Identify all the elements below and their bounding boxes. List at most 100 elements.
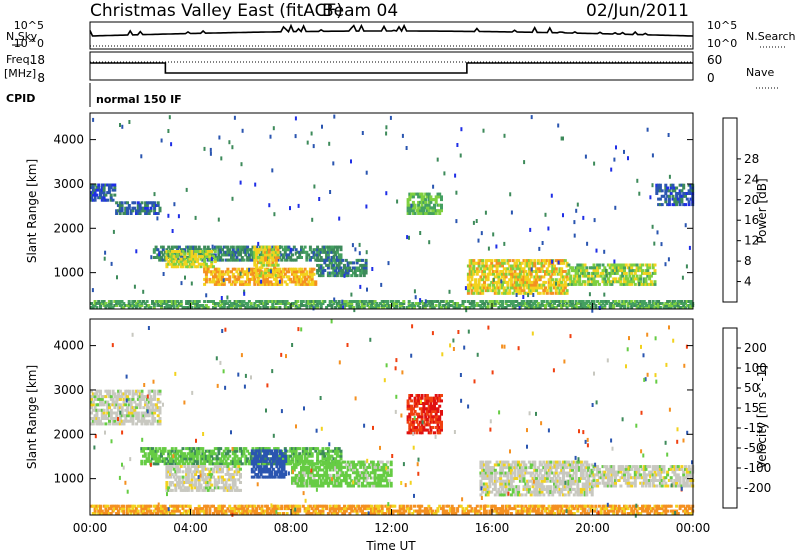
power-cell [169, 248, 172, 252]
velocity-cell [199, 457, 203, 461]
power-cell [501, 304, 504, 307]
power-cell [162, 272, 165, 276]
power-cell [542, 264, 546, 268]
power-cell [678, 192, 682, 195]
power-cell [497, 259, 501, 263]
power-cell [466, 306, 470, 309]
power-cell [613, 259, 616, 264]
power-cell [455, 219, 458, 224]
power-cell [592, 277, 596, 281]
power-cell [330, 250, 334, 254]
velocity-cell [174, 457, 178, 461]
power-cell [270, 269, 272, 274]
power-cell [483, 286, 486, 290]
power-cell [590, 274, 594, 278]
power-cell [420, 200, 424, 204]
velocity-cell [176, 462, 180, 466]
power-cell [427, 209, 431, 213]
power-cell [590, 271, 594, 275]
power-cell [513, 278, 517, 282]
velocity-cell [169, 481, 172, 484]
power-cell [544, 272, 547, 276]
velocity-cell [291, 481, 294, 485]
power-cell [91, 193, 95, 197]
power-cell [264, 253, 268, 257]
power-cell [185, 306, 189, 309]
velocity-cell [328, 463, 332, 467]
power-cell [425, 203, 429, 207]
power-cell [167, 250, 171, 253]
power-cell [294, 270, 298, 274]
power-cell [477, 291, 481, 295]
power-cell [527, 267, 531, 271]
power-cell [152, 304, 156, 307]
velocity-cell [199, 470, 203, 474]
velocity-cell [335, 479, 339, 483]
power-cell [253, 261, 257, 265]
power-cell [355, 261, 359, 265]
power-cell [648, 300, 652, 303]
velocity-cell [357, 484, 361, 488]
power-cell [547, 278, 551, 282]
power-cell [667, 203, 671, 207]
velocity-cell [224, 481, 228, 484]
velocity-cell [239, 462, 242, 466]
velocity-cell [142, 417, 146, 420]
power-cell [420, 300, 424, 303]
power-cell [433, 212, 436, 215]
velocity-cell [264, 452, 268, 456]
power-cell [450, 304, 454, 307]
power-cell [145, 204, 149, 207]
power-cell [133, 300, 137, 303]
power-cell [280, 270, 284, 274]
power-cell [269, 263, 273, 267]
velocity-cell [183, 488, 187, 492]
velocity-cell [192, 470, 196, 474]
velocity-cell [339, 484, 343, 488]
power-cell [518, 286, 522, 290]
power-cell [571, 269, 574, 273]
power-cell [246, 267, 250, 271]
power-cell [553, 306, 556, 309]
velocity-cell [179, 488, 183, 492]
power-cell [594, 306, 598, 309]
power-cell [502, 289, 506, 293]
power-cell [258, 245, 262, 249]
velocity-cell [375, 465, 379, 469]
velocity-cell [203, 452, 207, 456]
velocity-cell [292, 468, 296, 472]
power-cell [230, 245, 233, 249]
power-cell [678, 300, 682, 303]
velocity-cell [93, 406, 97, 410]
velocity-cell [308, 463, 312, 467]
velocity-cell [300, 460, 303, 464]
power-cell [538, 275, 542, 279]
power-cell [239, 275, 242, 279]
power-cell [312, 253, 316, 257]
velocity-cell [254, 467, 258, 471]
velocity-cell [287, 454, 291, 458]
velocity-cell [177, 449, 181, 453]
velocity-cell [142, 447, 145, 451]
velocity-cell [201, 465, 205, 468]
power-cell [624, 282, 628, 286]
power-cell [547, 270, 551, 273]
power-cell [527, 300, 531, 303]
power-cell [637, 304, 641, 307]
power-cell [596, 266, 600, 270]
velocity-cell [321, 460, 325, 464]
power-cell [339, 248, 343, 252]
power-cell [330, 266, 334, 270]
power-cell [538, 267, 542, 271]
velocity-cell [195, 452, 199, 456]
velocity-cell [204, 475, 208, 479]
power-cell [486, 286, 490, 290]
power-cell [217, 248, 221, 252]
velocity-cell [181, 483, 185, 487]
power-cell [212, 306, 215, 309]
power-cell [210, 272, 214, 276]
power-cell [515, 267, 519, 271]
power-cell [240, 270, 244, 274]
velocity-cell [224, 473, 228, 476]
power-cell [344, 304, 348, 307]
